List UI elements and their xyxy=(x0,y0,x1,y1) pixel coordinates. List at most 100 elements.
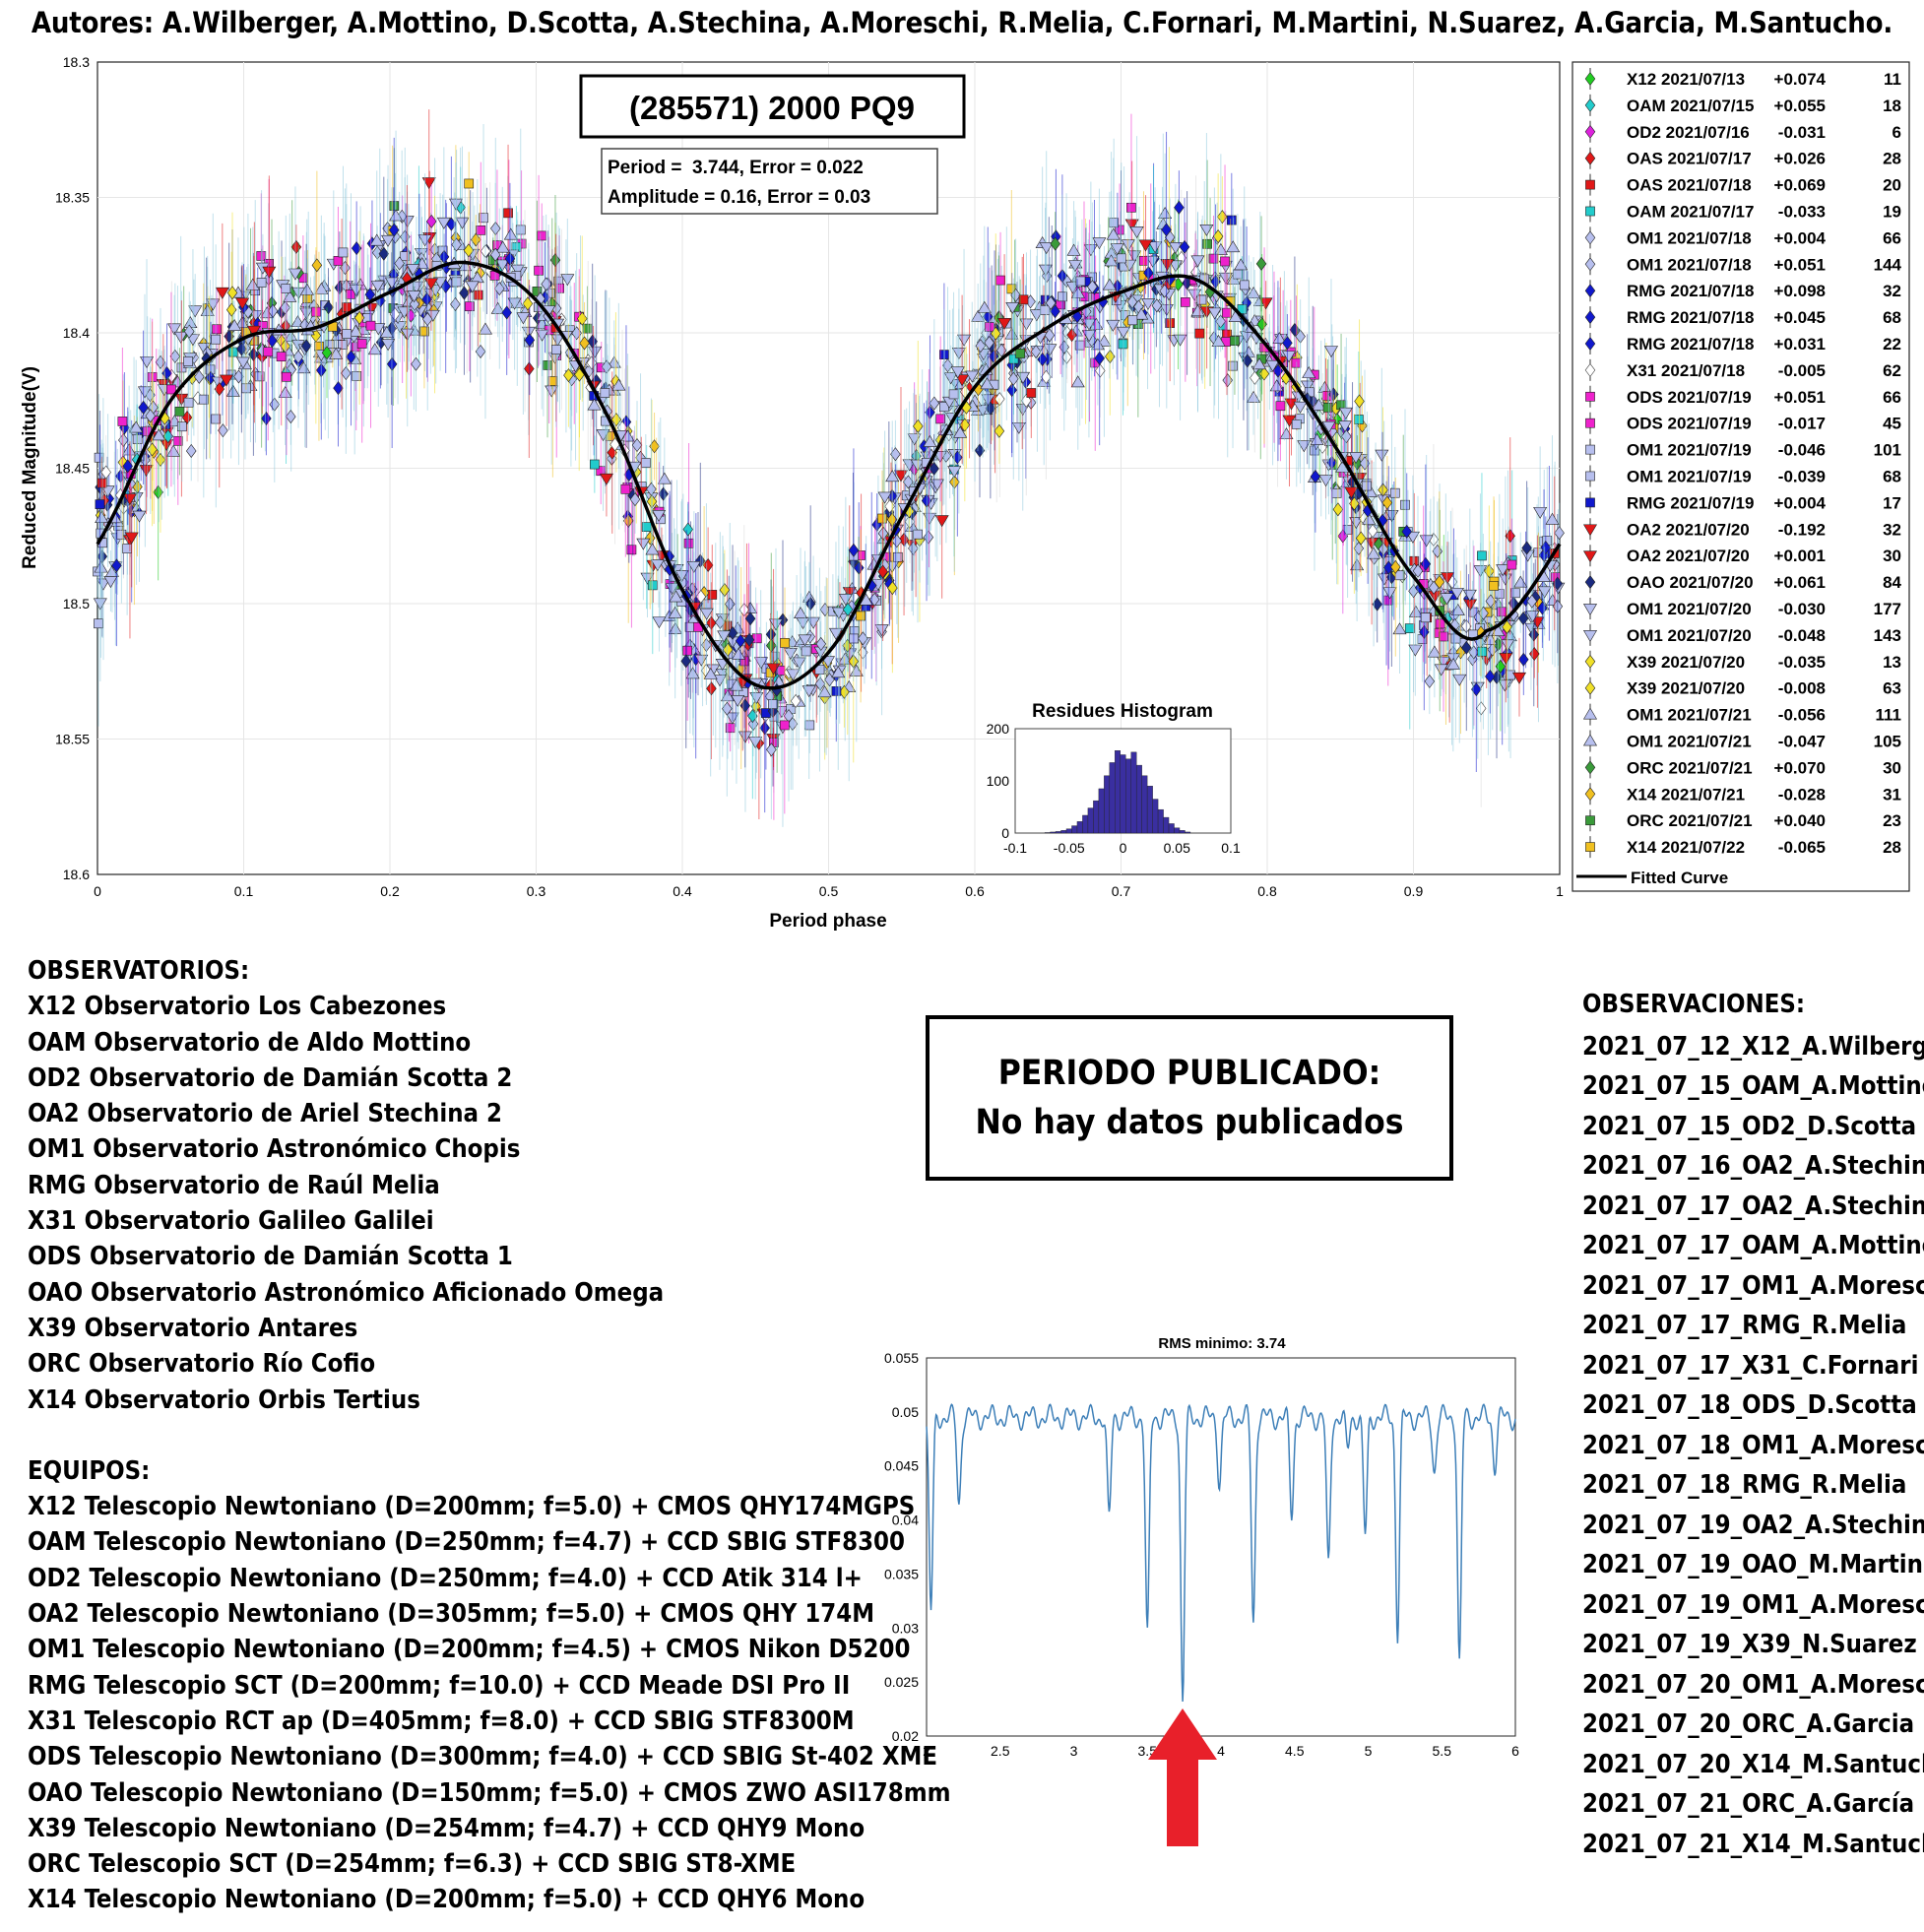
legend-offset: -0.065 xyxy=(1778,838,1826,857)
data-point xyxy=(1158,207,1173,219)
legend-label: OM1 2021/07/20 xyxy=(1627,626,1752,645)
data-point xyxy=(1151,298,1163,313)
rms-ytick: 0.055 xyxy=(884,1350,919,1366)
lc-ytick: 18.45 xyxy=(55,461,90,477)
data-point xyxy=(1528,627,1539,642)
data-point xyxy=(1092,237,1107,250)
data-point xyxy=(934,515,949,528)
data-point xyxy=(793,607,808,619)
data-point xyxy=(421,177,436,190)
data-point xyxy=(281,284,291,293)
hist-ytick: 100 xyxy=(987,773,1010,789)
data-point xyxy=(1134,307,1149,320)
data-point xyxy=(1220,256,1230,267)
data-point xyxy=(599,473,613,485)
observatorio-item: OM1 Observatorio Astronómico Chopis xyxy=(28,1134,521,1165)
data-point xyxy=(842,587,857,600)
data-point xyxy=(489,247,501,262)
data-point xyxy=(965,370,980,383)
data-point xyxy=(1005,301,1020,314)
data-point xyxy=(1213,242,1228,255)
data-point xyxy=(122,493,137,506)
data-point xyxy=(947,466,962,479)
data-point xyxy=(1390,559,1401,574)
observacion-item: 2021_07_19_OM1_A.Moreschi xyxy=(1582,1589,1924,1620)
data-point xyxy=(1331,488,1342,498)
legend-offset: -0.192 xyxy=(1778,520,1826,539)
data-point xyxy=(421,312,433,327)
hist-bar xyxy=(1065,828,1072,834)
legend-item: ODS 2021/07/19 +0.051 66 xyxy=(1585,385,1901,408)
data-point xyxy=(1312,398,1326,411)
data-point xyxy=(913,529,923,540)
observacion-item: 2021_07_18_ODS_D.Scotta xyxy=(1582,1390,1917,1420)
legend-label: OM1 2021/07/21 xyxy=(1627,733,1752,751)
data-point xyxy=(651,509,667,522)
rms-xtick: 2.5 xyxy=(991,1743,1010,1759)
rms-ytick: 0.025 xyxy=(884,1674,919,1690)
legend-label: OAO 2021/07/20 xyxy=(1627,573,1754,592)
legend-item: OM1 2021/07/21 -0.056 111 xyxy=(1582,703,1901,726)
data-point xyxy=(780,638,790,648)
legend-items: X12 2021/07/13 +0.074 11 OAM 2021/07/15 +0.0… xyxy=(1582,68,1902,859)
legend-count: 31 xyxy=(1883,785,1901,804)
data-point xyxy=(1582,524,1598,537)
data-point xyxy=(729,678,743,691)
legend-item: RMG 2021/07/18 +0.031 22 xyxy=(1584,333,1901,354)
data-point xyxy=(1275,401,1286,412)
rms-ytick: 0.04 xyxy=(892,1513,919,1528)
legend-count: 30 xyxy=(1883,758,1901,777)
data-point xyxy=(1349,517,1364,530)
data-point xyxy=(1284,398,1299,411)
legend-label: OAM 2021/07/17 xyxy=(1627,203,1754,222)
data-point xyxy=(286,410,296,424)
legend-item: X14 2021/07/22 -0.065 28 xyxy=(1585,836,1901,859)
data-point xyxy=(574,367,585,382)
data-point xyxy=(1424,674,1436,688)
legend-item: RMG 2021/07/18 +0.045 68 xyxy=(1584,306,1901,329)
data-point xyxy=(1104,254,1119,267)
hist-bar xyxy=(1146,786,1153,834)
legend-offset: +0.001 xyxy=(1774,547,1826,565)
lc-tick-labels: 0 0.1 0.2 0.3 0.4 0.5 0.6 0.7 0.8 0.9 1 18.3 18.35 18… xyxy=(55,54,1564,899)
data-point xyxy=(1097,334,1112,347)
data-point xyxy=(1179,239,1190,254)
data-point xyxy=(1255,256,1267,271)
data-point xyxy=(798,634,812,647)
legend-offset: +0.074 xyxy=(1774,70,1827,89)
data-point xyxy=(971,309,986,322)
data-point xyxy=(1124,219,1139,231)
observacion-item: 2021_07_17_OAM_A.Mottino xyxy=(1582,1231,1924,1260)
data-point xyxy=(93,598,107,611)
data-point xyxy=(646,482,657,496)
legend-label: OA2 2021/07/20 xyxy=(1627,520,1750,539)
data-point xyxy=(381,234,396,247)
data-point xyxy=(510,264,525,277)
data-point xyxy=(194,369,205,384)
hist-bar xyxy=(1130,751,1137,834)
data-point xyxy=(338,247,349,258)
data-point xyxy=(563,368,574,383)
light-curve-chart: 0 0.1 0.2 0.3 0.4 0.5 0.6 0.7 0.8 0.9 1 18.3 18.35 18… xyxy=(20,54,1566,932)
legend-count: 66 xyxy=(1883,228,1901,247)
object-title: (285571) 2000 PQ9 xyxy=(629,90,915,126)
data-point xyxy=(1247,390,1261,403)
data-point xyxy=(1030,345,1042,359)
rms-ytick: 0.03 xyxy=(892,1620,919,1636)
data-point xyxy=(977,300,992,313)
rms-tick-labels: 2 2.5 3 3.5 4 4.5 5 5.5 60.020.0250.030.0350.040… xyxy=(884,1350,1519,1759)
legend-item: ORC 2021/07/21 +0.070 30 xyxy=(1584,756,1901,779)
data-point xyxy=(1585,444,1595,455)
rms-ytick: 0.035 xyxy=(884,1566,919,1581)
data-point xyxy=(1584,787,1596,802)
legend-label: RMG 2021/07/18 xyxy=(1627,308,1754,327)
data-point xyxy=(1517,612,1529,626)
observatorio-item: ORC Observatorio Río Cofio xyxy=(28,1349,376,1380)
legend-label: RMG 2021/07/18 xyxy=(1627,282,1754,300)
data-point xyxy=(188,305,203,318)
data-point xyxy=(356,339,367,349)
data-point xyxy=(657,472,672,484)
data-point xyxy=(1382,587,1397,600)
lc-xtick: 0 xyxy=(94,883,101,899)
data-point xyxy=(94,618,103,629)
